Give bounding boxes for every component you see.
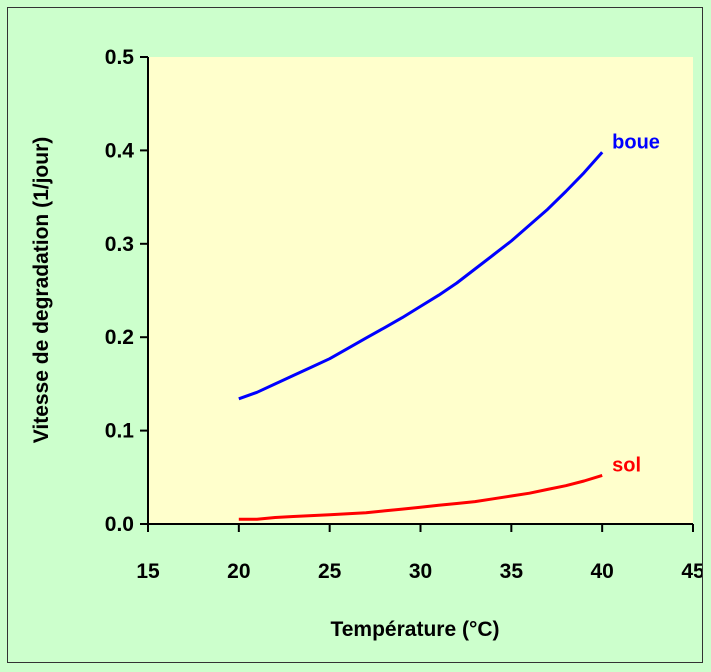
line-chart: 0.0 0.1 0.2 0.3 0.4 0.5 15 20 25 30 35 40 45 boue sol… (30, 46, 702, 641)
x-tick-label: 25 (318, 560, 342, 583)
x-tick-label: 15 (136, 560, 160, 583)
x-tick-label: 45 (681, 560, 702, 583)
series-label-sol: sol (612, 454, 641, 476)
x-tick-label: 35 (500, 560, 524, 583)
chart-frame: 0.0 0.1 0.2 0.3 0.4 0.5 15 20 25 30 35 40 45 boue sol… (7, 7, 703, 663)
y-tick-label: 0.3 (105, 233, 134, 256)
series-line-sol (238, 473, 603, 521)
y-tick-label: 0.0 (105, 513, 134, 536)
y-tick-label: 0.2 (105, 326, 134, 349)
y-axis-title: Vitesse de degradation (1/jour) (30, 137, 53, 444)
y-tick-label: 0.5 (105, 46, 135, 69)
series-layer: boue sol (238, 131, 660, 521)
axes: 0.0 0.1 0.2 0.3 0.4 0.5 15 20 25 30 35 40 45 (105, 46, 702, 583)
x-tick-label: 20 (227, 560, 250, 583)
x-tick-label: 30 (409, 560, 432, 583)
plot-area (148, 57, 693, 524)
x-tick-label: 40 (590, 560, 613, 583)
y-tick-label: 0.4 (105, 139, 135, 162)
series-line-boue (238, 151, 604, 401)
series-label-boue: boue (612, 131, 660, 153)
y-tick-label: 0.1 (105, 420, 135, 443)
x-axis-title: Température (°C) (330, 618, 499, 641)
